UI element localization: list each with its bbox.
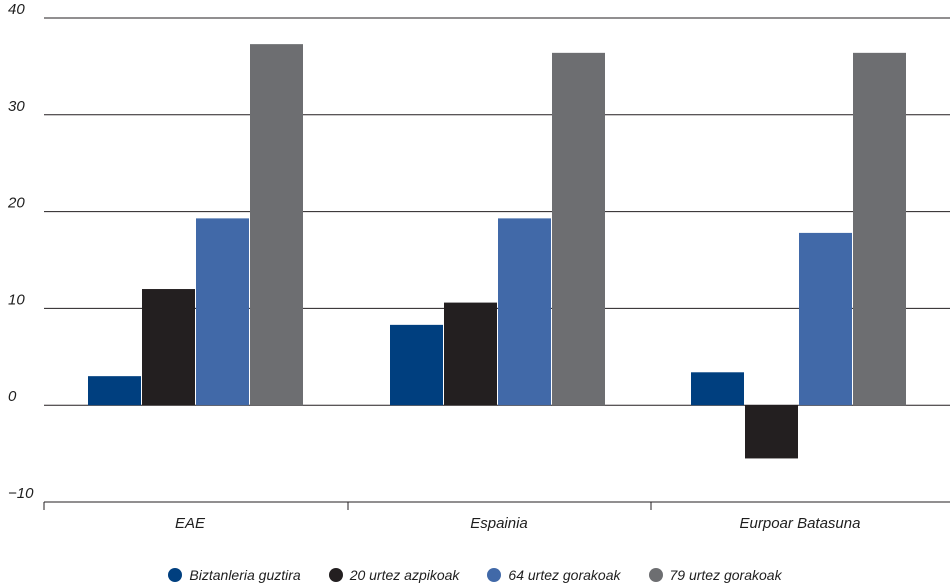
- x-category-label: Espainia: [470, 515, 528, 532]
- legend-item-biztanleria-guztira: Biztanleria guztira: [168, 567, 301, 583]
- bar-eae-series-4: [250, 44, 303, 406]
- bar-eurpoar-batasuna-series-3: [799, 232, 852, 406]
- legend-item-64-urtez-gorakoak: 64 urtez gorakoak: [487, 567, 621, 583]
- y-tick-label: 40: [8, 1, 25, 18]
- y-tick-label: 0: [8, 388, 17, 405]
- bar-eae-series-3: [196, 218, 249, 406]
- legend-swatch-biztanleria-guztira: [168, 568, 183, 582]
- y-tick-label: 10: [8, 291, 25, 308]
- bar-espainia-series-1: [390, 324, 443, 406]
- legend-label-biztanleria-guztira: Biztanleria guztira: [189, 567, 301, 583]
- bar-eurpoar-batasuna-series-2: [745, 405, 798, 459]
- y-tick-label: −10: [8, 485, 34, 502]
- legend-item-79-urtez-gorakoak: 79 urtez gorakoak: [648, 567, 782, 583]
- y-tick-label: 30: [8, 98, 25, 115]
- bar-espainia-series-2: [444, 302, 497, 406]
- bar-chart: 40 30 20 10 0 −10 EAE Espainia Eurpoar Batasuna: [7, 1, 950, 532]
- legend: Biztanleria guztira 20 urtez azpikoak 64…: [0, 567, 950, 588]
- legend-swatch-64-urtez-gorakoak: [487, 568, 502, 582]
- x-category-label: Eurpoar Batasuna: [740, 515, 861, 532]
- bar-espainia-series-3: [498, 218, 551, 406]
- bar-eae-series-2: [142, 289, 195, 406]
- bar-eae-series-1: [88, 376, 141, 406]
- legend-label-20-urtez-azpikoak: 20 urtez azpikoak: [349, 567, 460, 583]
- legend-label-64-urtez-gorakoak: 64 urtez gorakoak: [508, 567, 621, 583]
- x-category-label: EAE: [175, 515, 206, 532]
- y-tick-label: 20: [7, 195, 25, 212]
- bar-espainia-series-4: [552, 52, 605, 406]
- bar-eurpoar-batasuna-series-1: [691, 372, 744, 406]
- legend-swatch-20-urtez-azpikoak: [328, 568, 343, 582]
- legend-swatch-79-urtez-gorakoak: [648, 568, 663, 582]
- bar-eurpoar-batasuna-series-4: [853, 52, 906, 406]
- legend-item-20-urtez-azpikoak: 20 urtez azpikoak: [328, 567, 460, 583]
- legend-label-79-urtez-gorakoak: 79 urtez gorakoak: [669, 567, 782, 583]
